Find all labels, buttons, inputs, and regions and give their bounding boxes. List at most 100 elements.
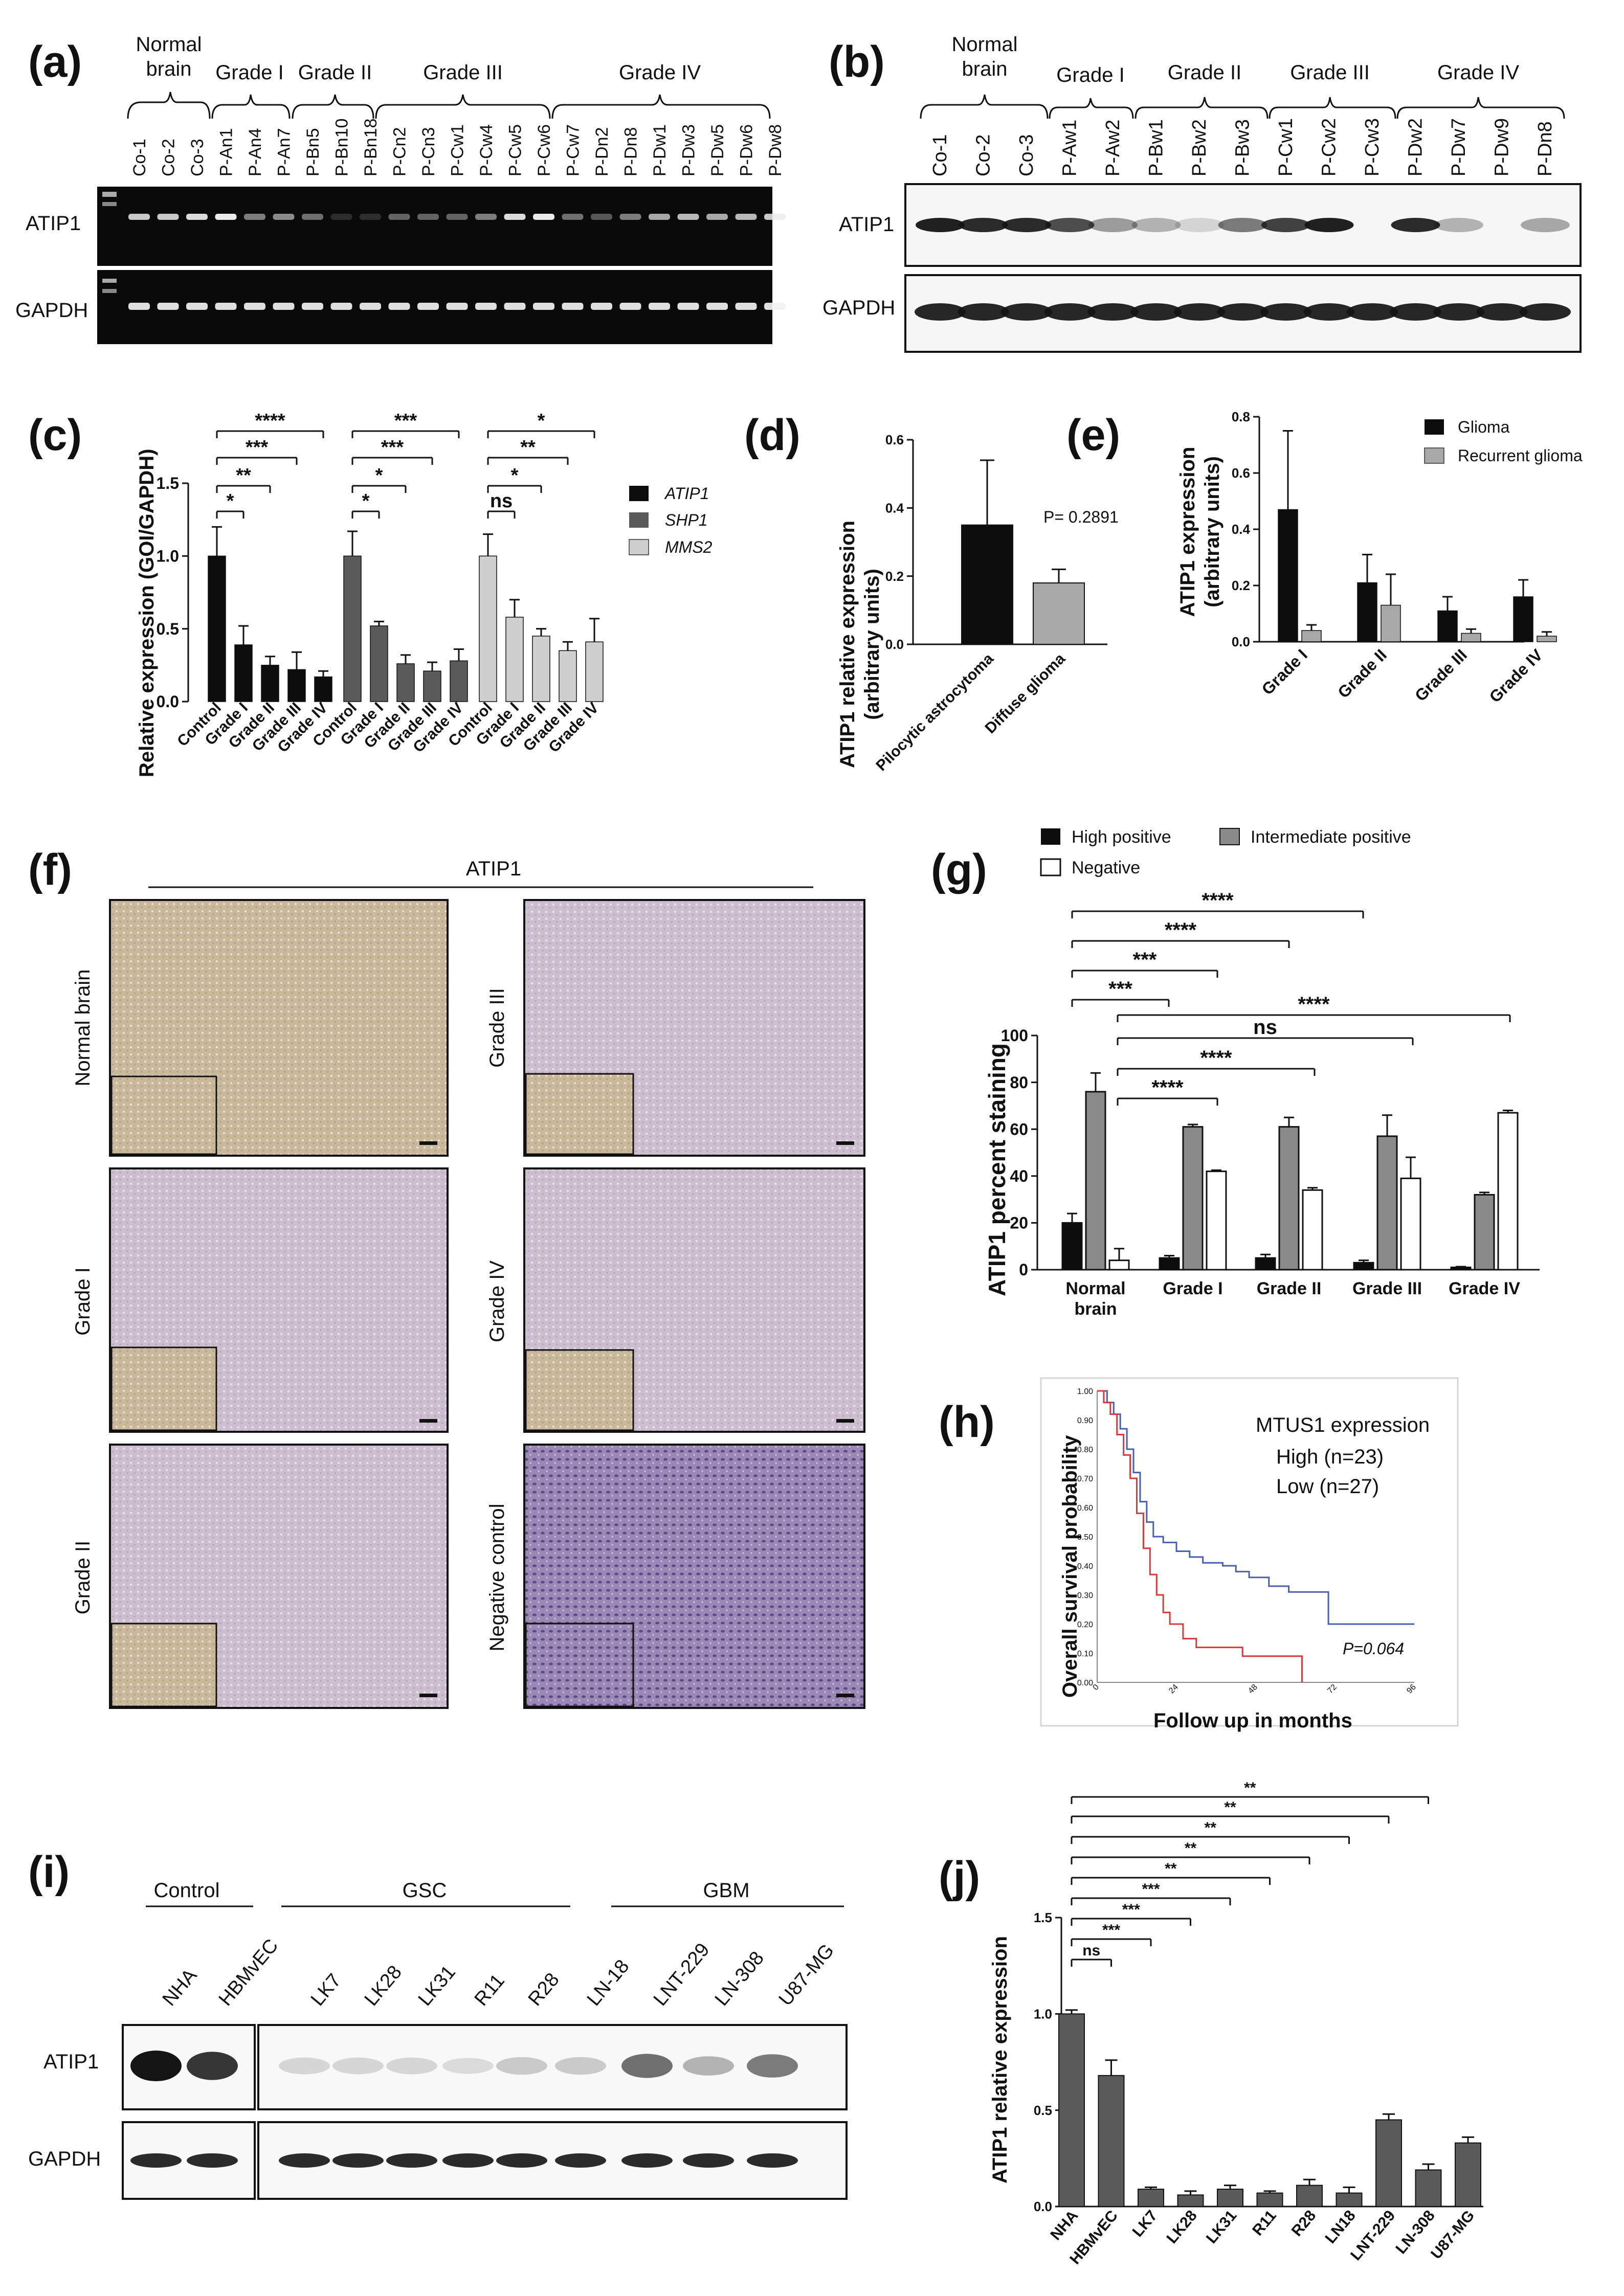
panel-a-band-gapdh-p-bn5 [302,303,323,310]
panel-i-band-gapdh-lk7 [279,2153,330,2168]
panel-b-band-atip1-p-dn8 [1521,218,1570,232]
panel-h-xlabel: Follow up in months [1153,1709,1352,1732]
panel-h-ylabel: Overall survival probability [1059,1435,1081,1698]
panel-a-band-atip1-p-bn5 [302,214,323,220]
panel-c-ylabel: Relative expression (GOI/GAPDH) [136,449,158,777]
panel-b-bracket-normal [920,94,1049,119]
panel-g-bar-intermediate-positive-normal-brain [1085,1091,1106,1271]
panel-a-band-atip1-p-dw6 [735,214,757,220]
panel-a-lane-p-bn5: P-Bn5 [303,128,323,177]
panel-e-bar-glioma-grade-ii [1357,582,1377,642]
panel-i-band-atip1-r11 [442,2058,494,2074]
panel-b-group-grade2: Grade II [1168,61,1242,84]
panel-g-sig-5-label: **** [1200,1047,1232,1069]
panel-i-group-control: Control [154,1879,220,1902]
panel-c-bar-mms2-grade-i [505,617,524,702]
panel-b-band-atip1-p-dw7 [1434,218,1483,232]
panel-b-lane-labels: Co-1 Co-2 Co-3 P-Aw1 P-Aw2 P-Bw1 P-Bw2 P-Bw3 P-C… [929,118,1556,176]
panel-i-band-atip1-nha [130,2051,182,2081]
panel-a-row-gapdh: GAPDH [15,299,88,322]
panel-b-group-grade4: Grade IV [1437,61,1519,84]
panel-i-lane-lk7: LK7 [307,1970,346,2010]
panel-g-sig-6-label: ns [1253,1016,1277,1039]
panel-a-lane-p-an1: P-An1 [217,128,236,177]
panel-g-xtick-grade-iii-0: Grade III [1352,1279,1422,1298]
panel-i-bands [130,2051,798,2168]
panel-a-band-atip1-p-dw1 [649,214,670,220]
panel-b-western: Normal brain Grade I Grade II Grade III … [822,33,1582,353]
panel-e-ytick-label-3: 0.6 [1232,465,1250,481]
panel-a-bracket-grade4 [551,94,771,119]
panel-e-ytick-label-1: 0.2 [1232,578,1250,593]
panel-a-band-gapdh-co-3 [186,303,208,310]
panel-a-lane-p-an4: P-An4 [246,128,265,177]
panel-b-row-atip1: ATIP1 [839,213,894,236]
panel-g-ytick-label-1: 20 [1010,1214,1028,1232]
panel-b-lane-p-dn8: P-Dn8 [1534,121,1556,176]
panel-a-group-grade1: Grade I [215,61,283,84]
panel-a-band-atip1-p-dw5 [706,214,728,220]
panel-c-sig-atip1-2-label: *** [246,437,269,458]
ihc-normal-brain-inset [110,1075,217,1155]
panel-c-sig-atip1-1-label: ** [236,465,251,486]
panel-f-images: ATIP1 Normal brain Grade I Grade II Grad… [72,858,865,1709]
panel-a-lane-p-cw5: P-Cw5 [506,124,525,176]
panel-d-ylabel-line2: (arbitrary units) [861,569,883,720]
panel-c-ytick-label-3: 1.5 [157,474,179,492]
panel-i-lane-ln-308: LN-308 [711,1947,768,2010]
panel-c-legend-swatch-shp1 [629,512,649,528]
panel-g-ytick-label-0: 0 [1019,1260,1028,1279]
panel-g-bar-high-positive-grade-iv [1450,1266,1472,1271]
panel-c-bar-atip1-grade-iii [287,669,306,702]
panel-h-ytick-4: 0.40 [1077,1562,1093,1571]
panel-a-lane-p-cw4: P-Cw4 [477,124,496,176]
panel-a-band-gapdh-p-cw7 [562,303,584,310]
panel-b-band-gapdh-co-3 [1001,303,1052,321]
panel-b-band-gapdh-p-cw3 [1347,303,1398,321]
panel-g-sig-3-label: **** [1202,889,1234,912]
panel-j-sig-2-label: *** [1122,1901,1140,1918]
panel-b-band-gapdh-p-bw1 [1130,303,1182,321]
panel-a-band-atip1-p-an7 [273,214,295,220]
panel-e-legend-swatch-glioma [1425,419,1444,435]
panel-h-ytick-5: 0.50 [1077,1533,1093,1542]
panel-e-bar-recurrent-glioma-grade-iv [1537,636,1557,642]
panel-b-band-gapdh-co-1 [915,303,966,321]
panel-c-sig-mms2-1-label: * [511,465,519,486]
panel-e-legend: Glioma Recurrent glioma [1424,418,1583,465]
panel-i-band-gapdh-hbmvec [187,2153,238,2168]
panel-e-bar-recurrent-glioma-grade-ii [1381,604,1401,642]
panel-i-lane-lnt-229: LNT-229 [650,1939,714,2010]
panel-c-ytick-label-1: 0.5 [157,620,179,638]
panel-a-band-atip1-p-an1 [215,214,237,220]
panel-label-g: (g) [931,845,987,894]
panel-label-c: (c) [28,411,82,460]
panel-e-legend-swatch-recurrent [1424,447,1444,464]
panel-j-sig-5-label: ** [1185,1840,1197,1857]
panel-j-ytick-label-2: 1.0 [1034,2006,1052,2021]
panel-g-ytick-label-4: 80 [1010,1073,1028,1092]
panel-a-band-atip1-co-2 [157,214,179,220]
panel-g-sig-2-label: **** [1165,919,1197,941]
panel-b-lane-p-bw3: P-Bw3 [1232,119,1254,176]
panel-i-lane-ln-18: LN-18 [583,1956,634,2010]
panel-e-xtick-grade-iii: Grade III [1411,645,1471,705]
panel-a-band-gapdh-p-bn18 [360,303,381,310]
panel-g-chart: ATIP1 percent staining 0 20 40 60 80 100 Norma… [984,889,1540,1319]
panel-e-bar-recurrent-glioma-grade-iii [1461,633,1481,642]
panel-c-sig-mms2-3-label: * [538,410,545,432]
panel-a-band-gapdh-p-an7 [273,303,295,310]
ihc-label-normal-brain: Normal brain [72,970,94,1087]
panel-d-bar-pilocytic-astrocytoma [961,524,1013,645]
panel-j-bar-lk31 [1217,2189,1243,2208]
panel-c-bar-shp1-grade-ii [396,663,415,702]
panel-h-ytick-0: 0.00 [1077,1679,1093,1687]
panel-a-band-gapdh-p-cn2 [388,303,410,310]
panel-b-row-gapdh: GAPDH [822,297,895,319]
panel-a-band-gapdh-p-dw1 [649,303,670,310]
panel-e-ylabel-line2: (arbitrary units) [1201,456,1223,607]
panel-a-band-gapdh-p-cw6 [533,303,554,310]
panel-b-band-atip1-p-aw2 [1088,218,1138,232]
panel-d-ytick-label-3: 0.6 [885,432,904,447]
panel-i-lane-lk31: LK31 [414,1962,460,2010]
